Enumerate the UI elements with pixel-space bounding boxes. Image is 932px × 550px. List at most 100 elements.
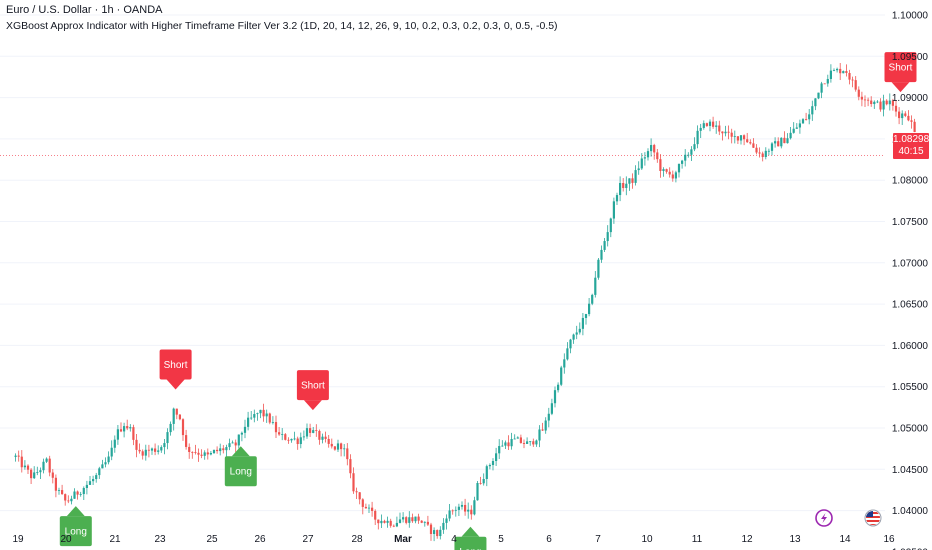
price-tick-label: 1.10000 (892, 11, 929, 22)
candle (14, 453, 17, 462)
candle (854, 76, 857, 92)
candle (491, 458, 495, 471)
candle (101, 459, 104, 469)
candle (278, 426, 281, 436)
candle (405, 516, 408, 525)
candle (157, 445, 160, 455)
candle (634, 165, 637, 186)
price-tick-label: 1.07500 (892, 217, 929, 228)
candle (712, 116, 715, 129)
candle (643, 152, 646, 166)
short-signal-label[interactable]: Short (884, 52, 917, 93)
long-signal-label[interactable]: Long (224, 446, 257, 487)
candle (510, 432, 513, 450)
candle (23, 460, 26, 470)
candle (677, 163, 681, 178)
time-tick-label: 21 (109, 534, 121, 545)
candle (240, 431, 243, 442)
candle (147, 444, 150, 458)
candle (92, 475, 95, 485)
candle (708, 119, 712, 132)
candle (352, 467, 355, 494)
us-flag-icon[interactable] (864, 509, 882, 527)
candle (823, 83, 826, 85)
indicator-legend[interactable]: XGBoost Approx Indicator with Higher Tim… (6, 20, 558, 32)
candle (17, 450, 20, 462)
candle (479, 476, 482, 485)
candle (135, 433, 138, 458)
candle (321, 433, 324, 444)
candle (318, 429, 321, 445)
time-tick-label: 19 (12, 534, 24, 545)
candle (870, 96, 873, 107)
candle (79, 491, 82, 497)
candle (70, 495, 73, 505)
price-axis[interactable]: 1.100001.095001.090001.085001.080001.075… (892, 11, 929, 550)
bar-countdown: 40:15 (898, 146, 924, 157)
candle (671, 170, 674, 182)
candle (646, 148, 650, 161)
long-signal-label[interactable]: Long (59, 506, 92, 547)
candle (705, 122, 708, 127)
candle (61, 484, 64, 495)
signals: Long Short Long Short Long Short (59, 52, 917, 550)
candle (163, 439, 166, 455)
candle (498, 439, 501, 459)
candle (752, 138, 755, 148)
candle (495, 447, 498, 466)
candle (299, 432, 302, 449)
time-tick-label: 25 (206, 534, 218, 545)
candle (386, 516, 389, 528)
candle (33, 466, 36, 479)
candle (76, 490, 79, 500)
candle (594, 271, 597, 298)
candle (57, 487, 61, 495)
candle (829, 64, 832, 83)
candle (575, 325, 578, 340)
time-axis[interactable]: 19 20 21 23 25 26 27 28 Mar 4 5 6 7 10 11 12 13 14 16 (12, 534, 895, 545)
candle (250, 410, 253, 420)
candle (439, 526, 442, 540)
candle (789, 127, 792, 140)
candle (817, 92, 820, 100)
candle (501, 440, 504, 447)
candle (770, 142, 774, 156)
candle (820, 81, 823, 99)
candle (739, 134, 743, 145)
candle (216, 446, 219, 454)
candle (724, 125, 727, 137)
candle (702, 120, 705, 130)
candle (721, 131, 724, 141)
signal-text: Long (65, 527, 87, 538)
candle (619, 176, 622, 202)
candle (553, 386, 557, 408)
candle (894, 100, 898, 117)
candle (312, 426, 315, 434)
lightning-icon[interactable] (815, 509, 833, 527)
candle (609, 217, 612, 238)
candle (420, 520, 423, 524)
chart-title[interactable]: Euro / U.S. Dollar · 1h · OANDA (6, 4, 163, 16)
short-signal-label[interactable]: Short (159, 349, 192, 390)
candle (860, 91, 863, 107)
candle (336, 439, 340, 453)
candle (327, 435, 330, 448)
candle (160, 445, 163, 453)
long-signal-label[interactable]: Long (454, 526, 487, 550)
candle (913, 118, 916, 133)
time-tick-label: 26 (254, 534, 266, 545)
short-signal-label[interactable]: Short (296, 370, 329, 411)
candle (777, 137, 780, 147)
candle (665, 168, 668, 174)
candle (414, 516, 417, 524)
candle (212, 449, 216, 454)
candle (467, 502, 470, 519)
candle (904, 111, 907, 118)
candle (826, 74, 829, 87)
candle (225, 444, 228, 458)
candle (625, 176, 628, 196)
candle (411, 513, 414, 523)
time-tick-label: 6 (546, 534, 552, 545)
candle (873, 100, 876, 109)
